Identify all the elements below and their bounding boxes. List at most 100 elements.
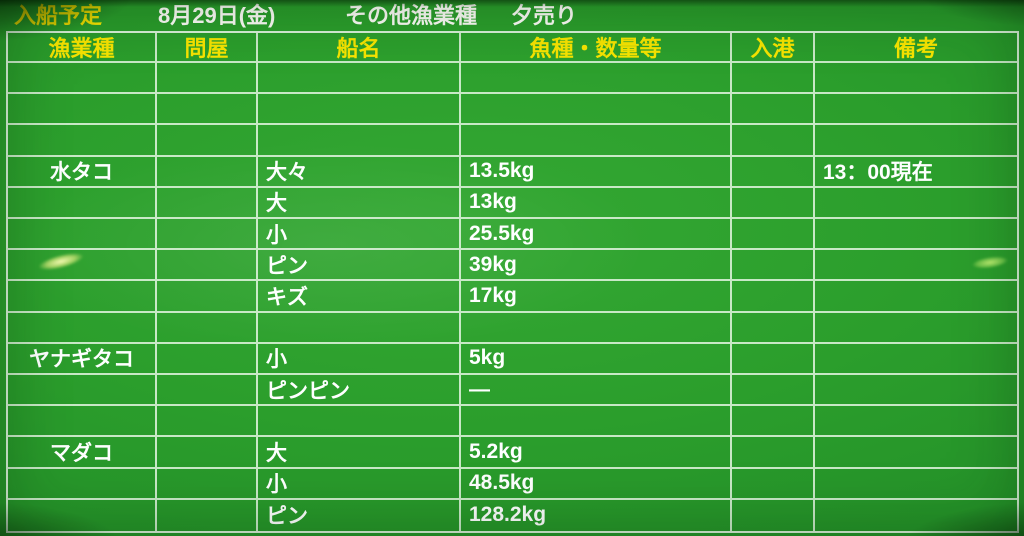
cell-ship-name: 小 (258, 468, 461, 500)
cell-fish-quantity (461, 406, 732, 438)
column-header-ship-name: 船名 (258, 33, 461, 63)
cell-ship-name: キズ (258, 281, 461, 313)
cell-wholesaler (157, 63, 258, 95)
cell-remarks (815, 250, 1017, 282)
cell-arrival-port (732, 219, 815, 251)
cell-remarks: 13：00現在 (815, 157, 1017, 188)
cell-ship-name (258, 125, 461, 157)
cell-fish-quantity: 17kg (461, 281, 732, 313)
cell-ship-name: 小 (258, 219, 461, 251)
sale-time-label: 夕売り (511, 3, 578, 28)
cell-fishery-type (8, 312, 157, 344)
cell-fish-quantity: 25.5kg (461, 219, 732, 251)
cell-wholesaler (157, 312, 258, 344)
cell-fish-quantity: 13kg (461, 187, 732, 219)
cell-arrival-port (732, 187, 815, 219)
cell-arrival-port (732, 499, 815, 531)
title-bar: 入船予定 8月29日(金) その他漁業種 夕売り (0, 0, 1024, 31)
cell-ship-name: ピンピン (258, 375, 461, 407)
page-title: 入船予定 (14, 3, 103, 28)
cell-remarks (815, 469, 1017, 500)
cell-arrival-port (732, 250, 815, 282)
cell-ship-name: 小 (258, 343, 461, 375)
cell-wholesaler (157, 468, 258, 500)
cell-wholesaler (157, 219, 258, 251)
cell-ship-name: ピン (258, 250, 461, 282)
cell-wholesaler (157, 250, 258, 282)
cell-wholesaler (157, 281, 258, 313)
cell-fishery-type (8, 187, 157, 219)
cell-arrival-port (732, 125, 815, 157)
cell-wholesaler (157, 437, 258, 469)
cell-remarks (815, 437, 1017, 469)
column-header-fishery-type: 漁業種 (8, 33, 157, 63)
cell-fishery-type (8, 499, 157, 531)
cell-arrival-port (732, 312, 815, 344)
cell-wholesaler (157, 406, 258, 438)
cell-arrival-port (732, 406, 815, 438)
column-header-fish-quantity: 魚種・数量等 (461, 33, 732, 63)
cell-arrival-port (732, 375, 815, 407)
column-header-remarks: 備考 (815, 33, 1017, 63)
cell-wholesaler (157, 343, 258, 375)
cell-remarks (815, 375, 1017, 407)
cell-remarks (815, 63, 1017, 95)
cell-fishery-type: 水タコ (8, 156, 157, 188)
cell-fish-quantity: 48.5kg (461, 468, 732, 500)
cell-fishery-type (8, 406, 157, 438)
column-header-wholesaler: 問屋 (157, 33, 258, 63)
cell-fish-quantity: 13.5kg (461, 156, 732, 188)
cell-ship-name (258, 406, 461, 438)
cell-remarks (815, 188, 1017, 219)
cell-fishery-type (8, 63, 157, 95)
cell-fish-quantity: 39kg (461, 250, 732, 282)
cell-fish-quantity (461, 94, 732, 126)
cell-remarks (815, 94, 1017, 126)
cell-arrival-port (732, 437, 815, 469)
cell-fish-quantity (461, 125, 732, 157)
cell-remarks (815, 313, 1017, 344)
cell-fish-quantity: 128.2kg (461, 499, 732, 531)
cell-fish-quantity: ― (461, 375, 732, 407)
cell-arrival-port (732, 343, 815, 375)
cell-fishery-type (8, 219, 157, 251)
cell-remarks (815, 125, 1017, 157)
column-header-arrival-port: 入港 (732, 33, 815, 63)
cell-fishery-type: マダコ (8, 437, 157, 469)
cell-remarks (815, 344, 1017, 375)
cell-fishery-type (8, 281, 157, 313)
cell-fish-quantity (461, 63, 732, 95)
cell-remarks (815, 500, 1017, 531)
cell-remarks (815, 281, 1017, 313)
cell-ship-name: 大 (258, 187, 461, 219)
cell-ship-name (258, 312, 461, 344)
cell-fish-quantity (461, 312, 732, 344)
cell-fish-quantity: 5kg (461, 343, 732, 375)
cell-arrival-port (732, 468, 815, 500)
cell-arrival-port (732, 156, 815, 188)
cell-wholesaler (157, 125, 258, 157)
cell-arrival-port (732, 63, 815, 95)
cell-ship-name (258, 63, 461, 95)
date-label: 8月29日(金) (158, 3, 276, 28)
cell-fishery-type: ヤナギタコ (8, 343, 157, 375)
cell-ship-name: 大 (258, 437, 461, 469)
cell-ship-name: ピン (258, 499, 461, 531)
arrival-schedule-table: 漁業種 問屋 船名 魚種・数量等 入港 備考 水タコ 大々 13.5kg 13：00現… (6, 31, 1019, 533)
cell-fishery-type (8, 94, 157, 126)
cell-ship-name: 大々 (258, 156, 461, 188)
cell-fishery-type (8, 125, 157, 157)
cell-fishery-type (8, 468, 157, 500)
cell-wholesaler (157, 187, 258, 219)
cell-arrival-port (732, 281, 815, 313)
cell-remarks (815, 406, 1017, 438)
cell-fish-quantity: 5.2kg (461, 437, 732, 469)
cell-ship-name (258, 94, 461, 126)
cell-wholesaler (157, 375, 258, 407)
cell-remarks (815, 219, 1017, 251)
table-grid: 漁業種 問屋 船名 魚種・数量等 入港 備考 水タコ 大々 13.5kg 13：00現… (6, 31, 1019, 533)
cell-arrival-port (732, 94, 815, 126)
cell-wholesaler (157, 94, 258, 126)
cell-fishery-type (8, 375, 157, 407)
